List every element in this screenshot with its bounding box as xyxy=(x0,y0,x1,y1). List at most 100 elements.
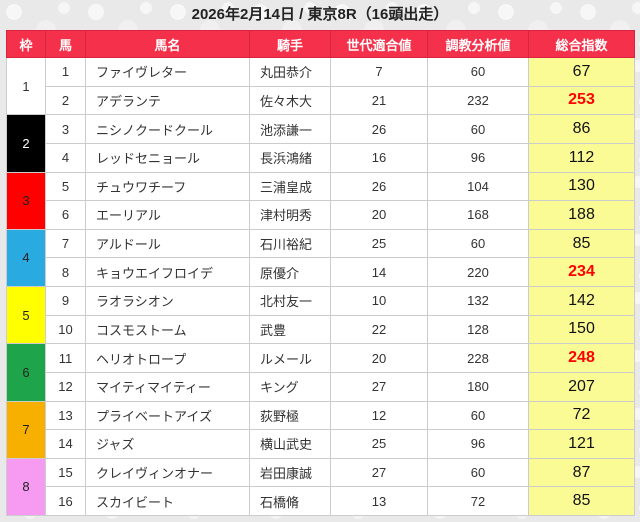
horse-name-cell: マイティマイティー xyxy=(85,371,250,402)
jockey-cell: 三浦皇成 xyxy=(249,171,331,202)
table-row: 16 スカイビート 石橋脩 13 72 85 xyxy=(7,486,635,516)
horse-number-cell: 10 xyxy=(45,314,86,345)
training-analysis-cell: 128 xyxy=(427,314,529,345)
column-header-frame: 枠 xyxy=(6,30,46,58)
horse-name-cell: コスモストーム xyxy=(85,314,250,345)
horse-name-cell: チュウワチーフ xyxy=(85,171,250,202)
table-row: 4 レッドセニョール 長浜鴻緒 16 96 112 xyxy=(7,142,635,173)
total-index-cell: 142 xyxy=(528,286,635,316)
table-row: 6 エーリアル 津村明秀 20 168 188 xyxy=(7,200,635,230)
training-analysis-cell: 60 xyxy=(427,57,529,87)
total-index-cell: 85 xyxy=(528,486,635,516)
race-table: 枠 馬 馬名 騎手 世代適合値 調教分析値 総合指数 1 1 ファイヴレター 丸田恭介… xyxy=(6,30,635,517)
horse-name-cell: アルドール xyxy=(85,228,250,259)
frame-number-cell: 6 xyxy=(6,343,46,402)
table-row: 3 5 チュウワチーフ 三浦皇成 26 104 130 xyxy=(6,171,635,230)
horse-name-cell: プライベートアイズ xyxy=(85,400,250,431)
total-index-cell: 253 xyxy=(528,85,635,116)
horse-number-cell: 16 xyxy=(45,486,86,516)
training-analysis-cell: 96 xyxy=(427,429,529,459)
training-analysis-cell: 232 xyxy=(427,85,529,116)
horse-name-cell: ラオラシオン xyxy=(85,286,250,316)
total-index-cell: 130 xyxy=(528,171,635,202)
total-index-cell: 86 xyxy=(528,114,635,144)
jockey-cell: 池添謙一 xyxy=(249,114,331,144)
horse-number-cell: 11 xyxy=(45,343,86,373)
training-analysis-cell: 220 xyxy=(427,257,529,287)
total-index-cell: 85 xyxy=(528,228,635,259)
frame-number-cell: 1 xyxy=(6,56,46,116)
training-analysis-cell: 168 xyxy=(427,200,529,230)
horse-name-cell: ヘリオトロープ xyxy=(85,343,250,373)
race-table-body: 1 1 ファイヴレター 丸田恭介 7 60 67 2 アデランテ 佐々木大 21 232 253 2 3 ニシ… xyxy=(6,56,635,517)
table-row: 2 アデランテ 佐々木大 21 232 253 xyxy=(7,85,635,116)
generation-fit-cell: 21 xyxy=(330,85,428,116)
horse-name-cell: キョウエイフロイデ xyxy=(85,257,250,287)
table-row: 1 1 ファイヴレター 丸田恭介 7 60 67 xyxy=(6,56,635,116)
generation-fit-cell: 20 xyxy=(330,200,428,230)
frame-number-cell: 5 xyxy=(6,285,46,345)
total-index-cell: 248 xyxy=(528,343,635,373)
horse-number-cell: 3 xyxy=(45,114,86,144)
training-analysis-cell: 132 xyxy=(427,286,529,316)
frame-number-cell: 8 xyxy=(6,457,46,517)
frame-number-cell: 2 xyxy=(6,114,46,173)
generation-fit-cell: 16 xyxy=(330,142,428,173)
jockey-cell: 石橋脩 xyxy=(249,486,331,516)
table-row: 8 15 クレイヴィンオナー 岩田康誠 27 60 87 xyxy=(6,457,635,517)
jockey-cell: 丸田恭介 xyxy=(249,57,331,87)
horse-number-cell: 15 xyxy=(45,457,86,488)
jockey-cell: 石川裕紀 xyxy=(249,228,331,259)
column-header-jockey: 騎手 xyxy=(249,30,331,58)
jockey-cell: キング xyxy=(249,371,331,402)
column-header-training-analysis: 調教分析値 xyxy=(427,30,529,58)
jockey-cell: 横山武史 xyxy=(249,429,331,459)
horse-number-cell: 9 xyxy=(45,286,86,316)
jockey-cell: 武豊 xyxy=(249,314,331,345)
jockey-cell: 佐々木大 xyxy=(249,85,331,116)
table-row: 6 11 ヘリオトロープ ルメール 20 228 248 xyxy=(6,343,635,402)
jockey-cell: 岩田康誠 xyxy=(249,457,331,488)
generation-fit-cell: 14 xyxy=(330,257,428,287)
horse-number-cell: 14 xyxy=(45,429,86,459)
generation-fit-cell: 26 xyxy=(330,171,428,202)
column-header-horse-no: 馬 xyxy=(45,30,86,58)
generation-fit-cell: 25 xyxy=(330,429,428,459)
horse-name-cell: アデランテ xyxy=(85,85,250,116)
table-row: 2 3 ニシノクードクール 池添謙一 26 60 86 xyxy=(6,114,635,173)
horse-number-cell: 4 xyxy=(45,142,86,173)
total-index-cell: 150 xyxy=(528,314,635,345)
total-index-cell: 207 xyxy=(528,371,635,402)
table-row: 7 13 プライベートアイズ 荻野極 12 60 72 xyxy=(6,400,635,459)
column-header-total-index: 総合指数 xyxy=(528,30,635,58)
table-row: 14 ジャズ 横山武史 25 96 121 xyxy=(7,429,635,459)
generation-fit-cell: 25 xyxy=(330,228,428,259)
horse-name-cell: ジャズ xyxy=(85,429,250,459)
training-analysis-cell: 60 xyxy=(427,457,529,488)
race-title: 2026年2月14日 / 東京8R（16頭出走） xyxy=(191,6,449,23)
total-index-cell: 112 xyxy=(528,142,635,173)
training-analysis-cell: 72 xyxy=(427,486,529,516)
horse-name-cell: クレイヴィンオナー xyxy=(85,457,250,488)
table-row: 8 キョウエイフロイデ 原優介 14 220 234 xyxy=(7,257,635,287)
generation-fit-cell: 26 xyxy=(330,114,428,144)
horse-name-cell: ニシノクードクール xyxy=(85,114,250,144)
total-index-cell: 121 xyxy=(528,429,635,459)
generation-fit-cell: 22 xyxy=(330,314,428,345)
horse-name-cell: エーリアル xyxy=(85,200,250,230)
horse-name-cell: スカイビート xyxy=(85,486,250,516)
horse-number-cell: 13 xyxy=(45,400,86,431)
training-analysis-cell: 104 xyxy=(427,171,529,202)
training-analysis-cell: 96 xyxy=(427,142,529,173)
horse-number-cell: 8 xyxy=(45,257,86,287)
training-analysis-cell: 180 xyxy=(427,371,529,402)
jockey-cell: 原優介 xyxy=(249,257,331,287)
horse-name-cell: レッドセニョール xyxy=(85,142,250,173)
training-analysis-cell: 228 xyxy=(427,343,529,373)
total-index-cell: 87 xyxy=(528,457,635,488)
generation-fit-cell: 13 xyxy=(330,486,428,516)
column-header-horse-name: 馬名 xyxy=(85,30,250,58)
horse-number-cell: 2 xyxy=(45,85,86,116)
table-row: 12 マイティマイティー キング 27 180 207 xyxy=(7,371,635,402)
generation-fit-cell: 12 xyxy=(330,400,428,431)
